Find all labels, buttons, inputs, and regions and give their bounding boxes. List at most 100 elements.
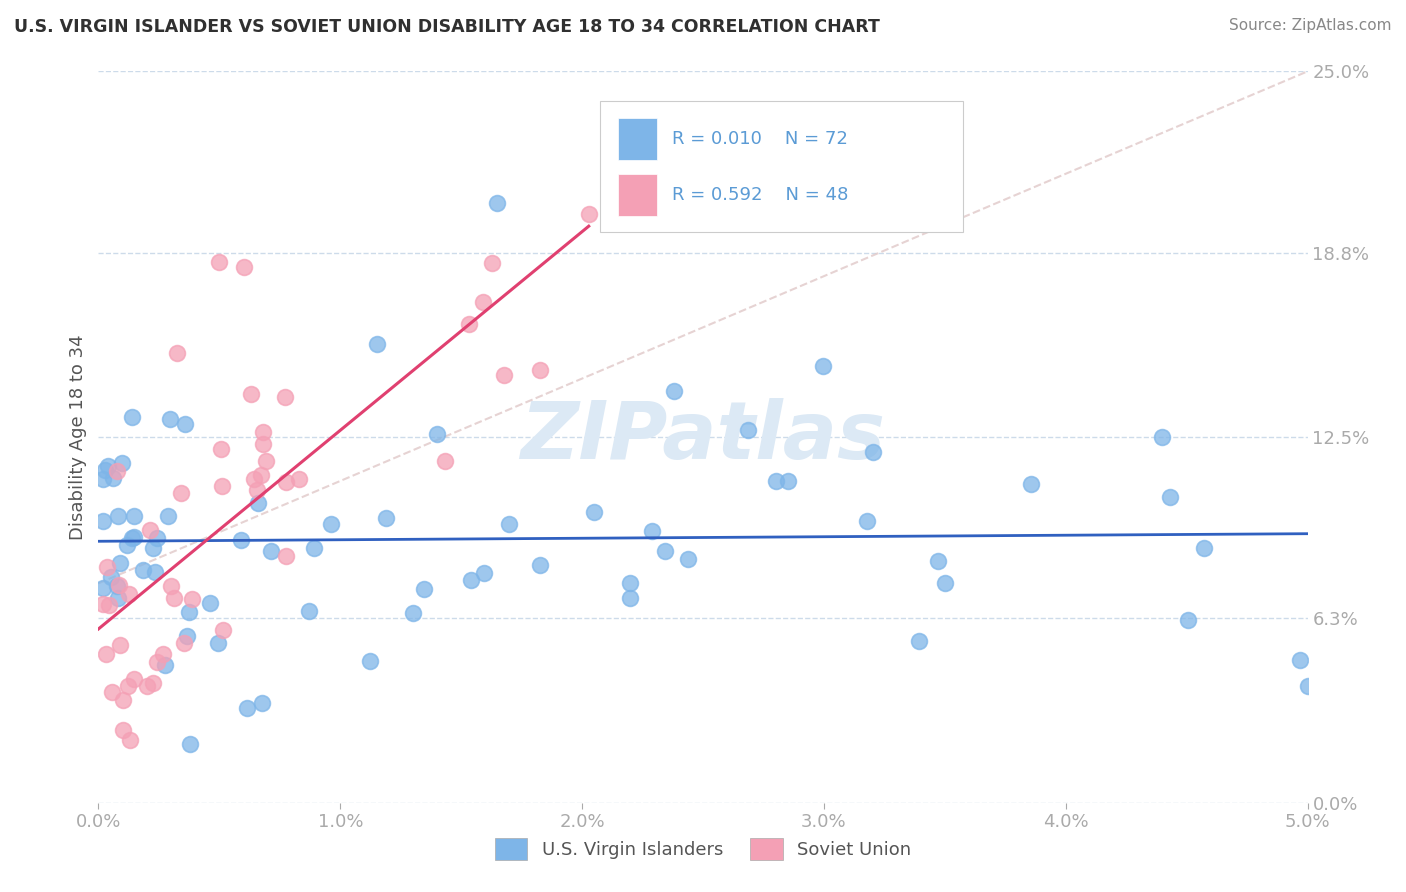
Point [143, 565, 166, 579]
Point [159, 412, 181, 426]
Point [619, 591, 641, 605]
Point [472, 566, 495, 581]
Point [110, 456, 132, 470]
Point [1159, 490, 1181, 504]
Point [173, 635, 195, 649]
Point [243, 472, 266, 486]
Point [160, 579, 183, 593]
Point [207, 636, 229, 650]
Point [232, 260, 254, 275]
Point [108, 638, 131, 652]
Point [169, 486, 191, 500]
Point [375, 511, 398, 525]
Point [91, 581, 114, 595]
Point [181, 591, 204, 606]
Point [302, 541, 325, 555]
Text: Source: ZipAtlas.com: Source: ZipAtlas.com [1229, 18, 1392, 33]
Point [107, 578, 129, 592]
Point [121, 531, 143, 545]
Point [1177, 613, 1199, 627]
Point [862, 444, 884, 458]
Point [177, 605, 200, 619]
Legend: U.S. Virgin Islanders, Soviet Union: U.S. Virgin Islanders, Soviet Union [488, 830, 918, 867]
Point [166, 345, 188, 359]
Point [252, 425, 274, 439]
Point [934, 576, 956, 591]
Point [481, 255, 503, 269]
Point [179, 737, 201, 751]
Point [1288, 653, 1310, 667]
Point [246, 483, 269, 498]
Point [641, 524, 664, 538]
Point [94, 647, 117, 661]
Point [131, 563, 153, 577]
Y-axis label: Disability Age 18 to 34: Disability Age 18 to 34 [69, 334, 87, 540]
Point [122, 672, 145, 686]
Point [118, 586, 141, 600]
Text: R = 0.010    N = 72: R = 0.010 N = 72 [672, 130, 848, 148]
Point [153, 658, 176, 673]
Text: R = 0.592    N = 48: R = 0.592 N = 48 [672, 186, 848, 204]
Point [433, 454, 456, 468]
Point [107, 508, 129, 523]
Point [583, 505, 606, 519]
Point [252, 436, 274, 450]
Point [737, 424, 759, 438]
Point [121, 410, 143, 425]
Point [142, 676, 165, 690]
Point [1192, 541, 1215, 556]
Point [105, 464, 128, 478]
Point [91, 514, 114, 528]
Point [209, 442, 232, 456]
Point [152, 647, 174, 661]
Point [287, 472, 309, 486]
Point [101, 685, 124, 699]
Point [100, 570, 122, 584]
Point [1152, 430, 1174, 444]
Point [105, 579, 128, 593]
Point [118, 732, 141, 747]
Point [198, 596, 221, 610]
Point [117, 679, 139, 693]
Point [529, 363, 551, 377]
Point [94, 463, 117, 477]
Point [402, 606, 425, 620]
Point [139, 524, 162, 538]
Point [146, 531, 169, 545]
Point [108, 557, 131, 571]
Point [111, 723, 134, 737]
Point [231, 533, 253, 548]
Point [778, 474, 800, 488]
Point [678, 551, 700, 566]
Point [212, 623, 235, 637]
Point [1296, 679, 1319, 693]
Point [117, 538, 139, 552]
Point [174, 417, 197, 432]
Point [122, 508, 145, 523]
Point [236, 701, 259, 715]
Point [460, 573, 482, 587]
Point [319, 516, 342, 531]
Point [856, 514, 879, 528]
Point [578, 207, 600, 221]
Point [146, 656, 169, 670]
Point [274, 475, 297, 489]
Point [529, 558, 551, 572]
Point [1019, 476, 1042, 491]
Point [765, 474, 787, 488]
Point [619, 576, 641, 591]
Point [472, 294, 495, 309]
Point [122, 530, 145, 544]
Point [97, 458, 120, 473]
Point [498, 517, 520, 532]
Point [98, 598, 121, 612]
Point [135, 679, 157, 693]
Point [413, 582, 436, 596]
Point [142, 541, 165, 556]
FancyBboxPatch shape [619, 118, 657, 160]
Point [457, 317, 479, 331]
Point [359, 654, 381, 668]
Point [239, 387, 262, 401]
Text: U.S. VIRGIN ISLANDER VS SOVIET UNION DISABILITY AGE 18 TO 34 CORRELATION CHART: U.S. VIRGIN ISLANDER VS SOVIET UNION DIS… [14, 18, 880, 36]
Point [157, 509, 180, 524]
